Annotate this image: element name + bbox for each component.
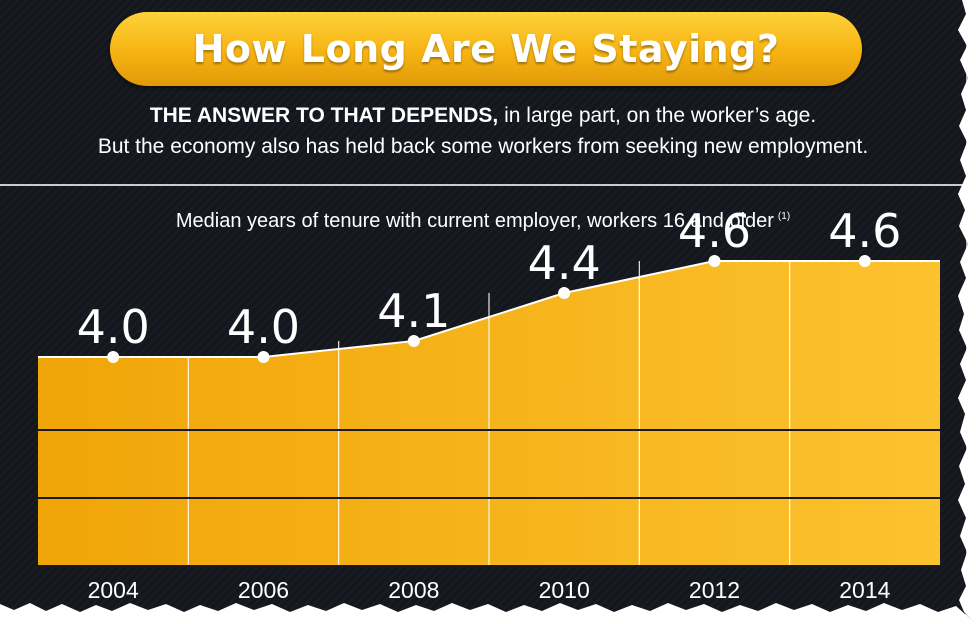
infographic-card: How Long Are We Staying? THE ANSWER TO T… (0, 0, 966, 614)
subtitle-line-1-rest: in large part, on the worker’s age. (498, 104, 817, 127)
x-tick-label: 2010 (539, 577, 590, 603)
data-label: 4.0 (77, 300, 150, 354)
data-point (257, 351, 270, 363)
title-banner: How Long Are We Staying? (110, 12, 862, 86)
section-divider (0, 184, 966, 186)
data-label: 4.1 (377, 284, 450, 338)
chart-title: Median years of tenure with current empl… (0, 210, 966, 233)
chart-title-text: Median years of tenure with current empl… (175, 210, 774, 232)
subtitle-line-1: THE ANSWER TO THAT DEPENDS, in large par… (20, 100, 946, 131)
chart-title-footnote: (1) (777, 211, 791, 223)
x-tick-label: 2004 (88, 577, 139, 603)
page-title: How Long Are We Staying? (192, 27, 780, 71)
data-point (407, 335, 420, 347)
series-line (38, 260, 940, 358)
x-tick-label: 2012 (689, 577, 740, 603)
subtitle-line-2: But the economy also has held back some … (97, 135, 869, 158)
data-point (858, 255, 871, 267)
data-point (558, 287, 571, 299)
x-tick-label: 2006 (238, 577, 289, 603)
subtitle-emphasis: THE ANSWER TO THAT DEPENDS, (149, 104, 499, 127)
data-label: 4.4 (528, 236, 601, 290)
data-label: 4.6 (828, 204, 901, 258)
data-point (107, 351, 120, 363)
data-point (708, 255, 721, 267)
data-label: 4.0 (227, 300, 300, 354)
x-tick-label: 2008 (388, 577, 439, 603)
subtitle: THE ANSWER TO THAT DEPENDS, in large par… (20, 100, 946, 162)
tenure-area-chart: 4.0 2004 4.0 2006 4.1 2008 4.4 2010 4.6 2012 4.6 20… (38, 204, 940, 603)
x-tick-label: 2014 (839, 577, 890, 603)
data-label: 4.6 (678, 204, 751, 258)
